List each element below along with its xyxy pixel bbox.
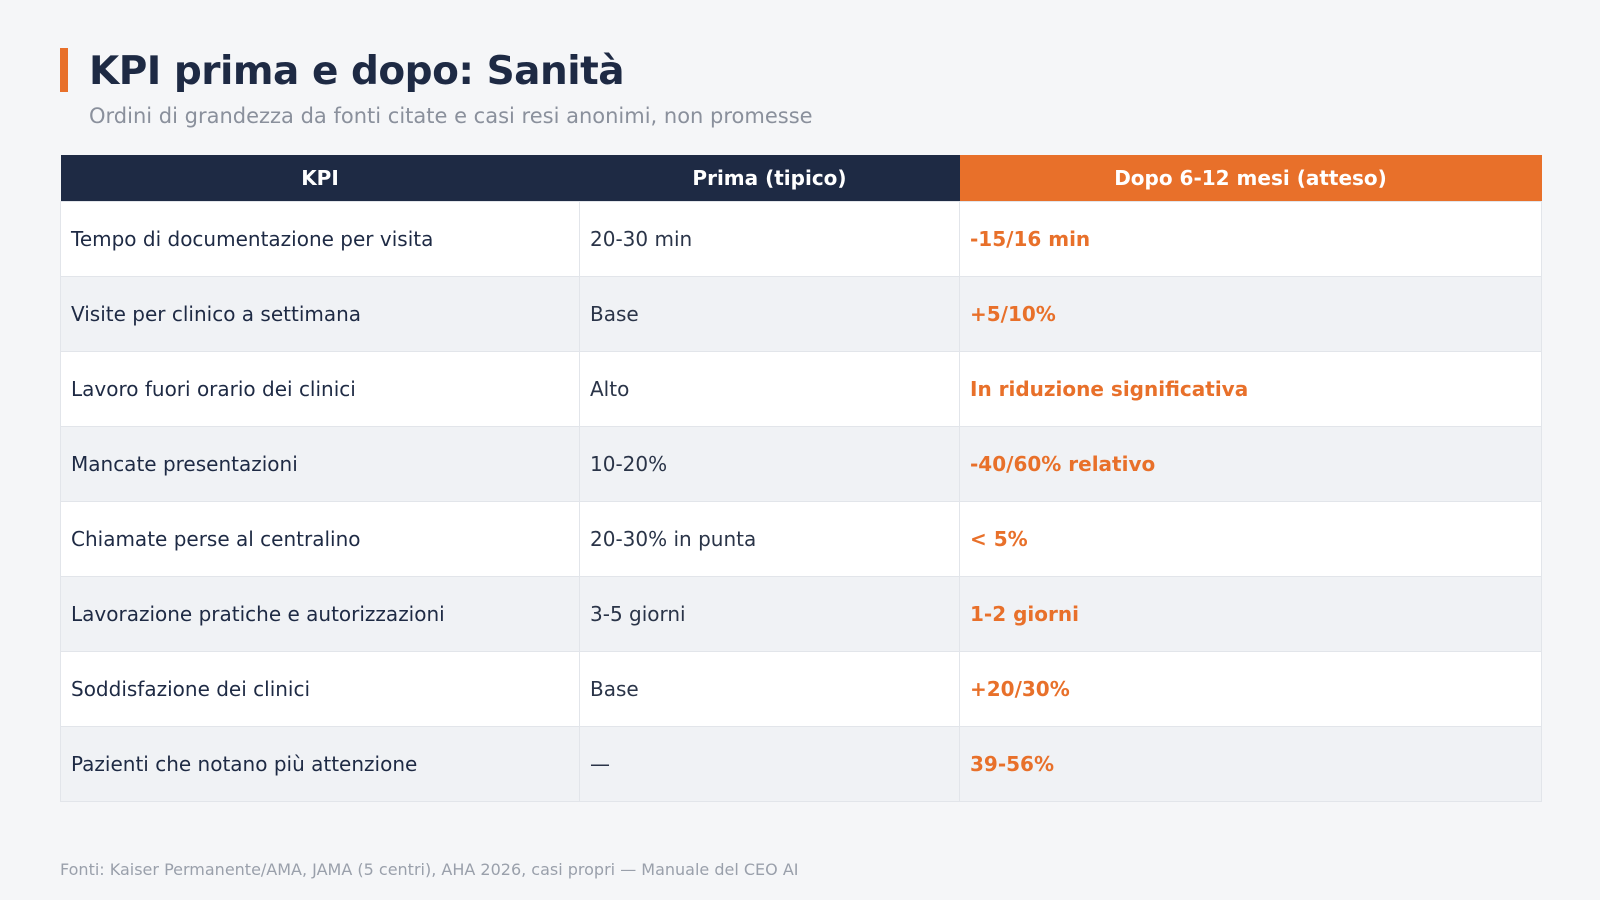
after-cell: 1-2 giorni (959, 576, 1542, 652)
footer-sources-note: Fonti: Kaiser Permanente/AMA, JAMA (5 ce… (60, 860, 799, 879)
kpi-cell: Chiamate perse al centralino (60, 501, 580, 577)
after-cell: +5/10% (959, 276, 1542, 352)
after-cell: -40/60% relativo (959, 426, 1542, 502)
page-title: KPI prima e dopo: Sanità (89, 49, 625, 94)
kpi-table: KPI Prima (tipico) Dopo 6-12 mesi (attes… (60, 155, 1542, 802)
before-cell: 3-5 giorni (579, 576, 960, 652)
before-cell: 10-20% (579, 426, 960, 502)
table-row: Tempo di documentazione per visita 20-30… (60, 201, 1542, 277)
page-subtitle: Ordini di grandezza da fonti citate e ca… (89, 104, 813, 128)
kpi-cell: Soddisfazione dei clinici (60, 651, 580, 727)
table-row: Chiamate perse al centralino 20-30% in p… (60, 501, 1542, 577)
kpi-cell: Visite per clinico a settimana (60, 276, 580, 352)
kpi-cell: Lavoro fuori orario dei clinici (60, 351, 580, 427)
column-header-after: Dopo 6-12 mesi (atteso) (959, 155, 1542, 202)
table-header-row: KPI Prima (tipico) Dopo 6-12 mesi (attes… (60, 155, 1542, 202)
after-cell: < 5% (959, 501, 1542, 577)
before-cell: Base (579, 651, 960, 727)
table-row: Visite per clinico a settimana Base +5/1… (60, 276, 1542, 352)
table-row: Soddisfazione dei clinici Base +20/30% (60, 651, 1542, 727)
after-cell: -15/16 min (959, 201, 1542, 277)
after-cell: In riduzione significativa (959, 351, 1542, 427)
before-cell: Alto (579, 351, 960, 427)
table-row: Mancate presentazioni 10-20% -40/60% rel… (60, 426, 1542, 502)
before-cell: Base (579, 276, 960, 352)
kpi-cell: Tempo di documentazione per visita (60, 201, 580, 277)
table-row: Lavoro fuori orario dei clinici Alto In … (60, 351, 1542, 427)
after-cell: 39-56% (959, 726, 1542, 802)
title-accent-bar (60, 48, 68, 92)
after-cell: +20/30% (959, 651, 1542, 727)
column-header-kpi: KPI (60, 155, 580, 202)
kpi-cell: Mancate presentazioni (60, 426, 580, 502)
table-row: Pazienti che notano più attenzione — 39-… (60, 726, 1542, 802)
before-cell: — (579, 726, 960, 802)
column-header-before: Prima (tipico) (579, 155, 960, 202)
kpi-cell: Pazienti che notano più attenzione (60, 726, 580, 802)
table-row: Lavorazione pratiche e autorizzazioni 3-… (60, 576, 1542, 652)
kpi-cell: Lavorazione pratiche e autorizzazioni (60, 576, 580, 652)
before-cell: 20-30% in punta (579, 501, 960, 577)
before-cell: 20-30 min (579, 201, 960, 277)
